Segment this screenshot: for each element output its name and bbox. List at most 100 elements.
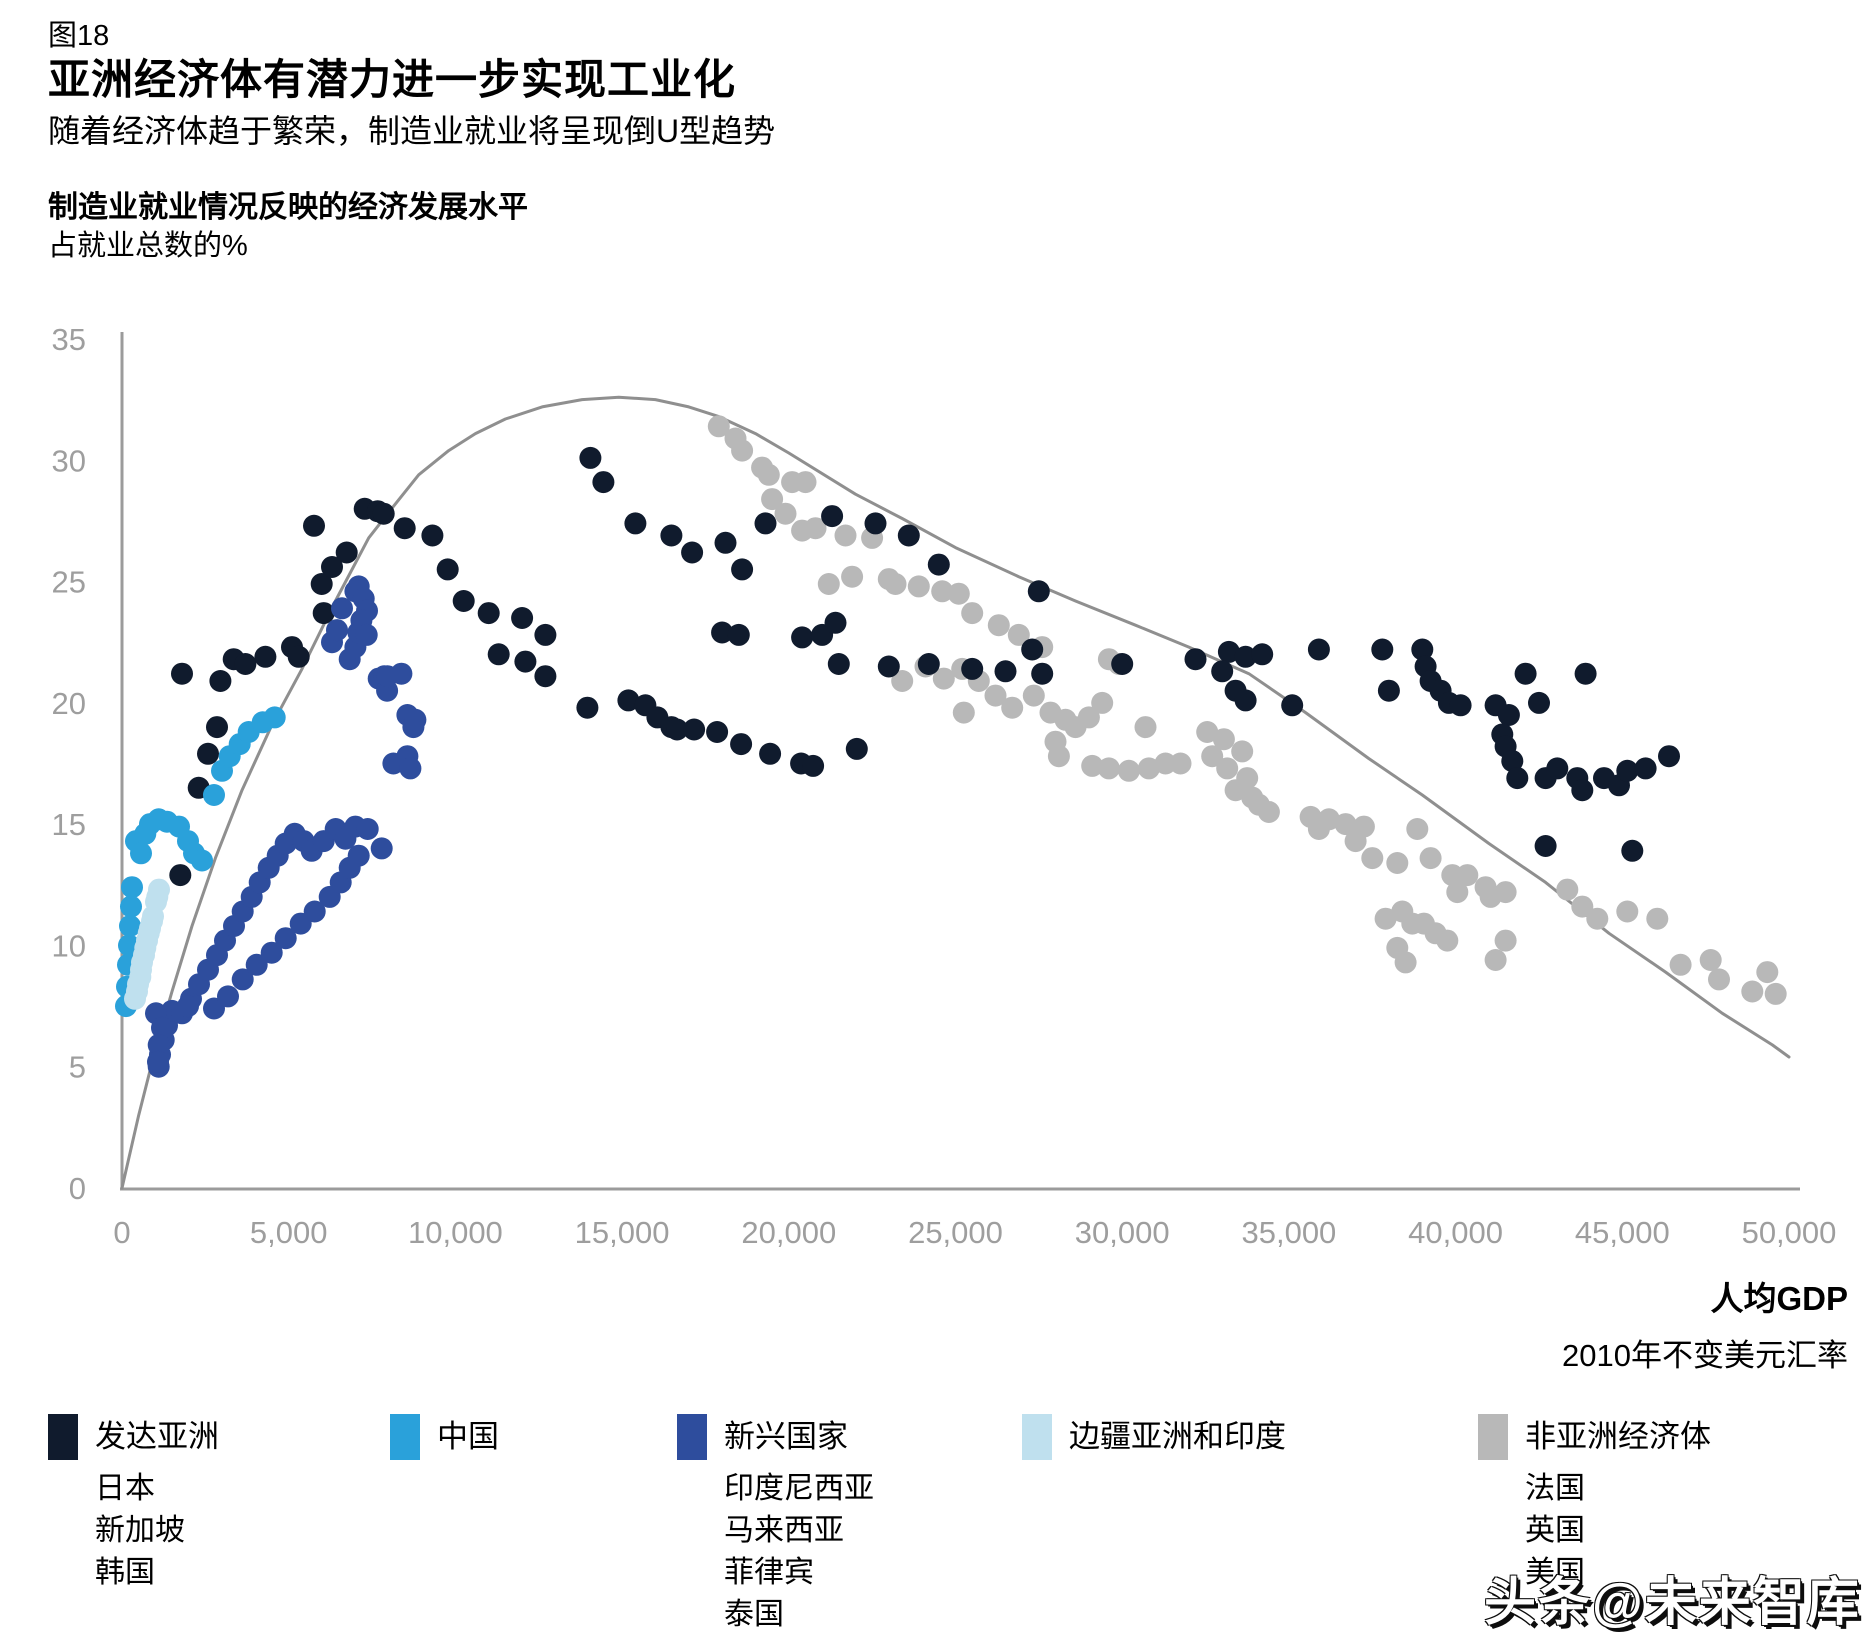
- data-point: [994, 660, 1017, 683]
- data-point: [1494, 881, 1517, 904]
- data-point: [1497, 704, 1520, 726]
- data-point: [757, 463, 780, 486]
- data-point: [1658, 745, 1680, 768]
- data-point: [987, 614, 1010, 637]
- data-point: [1201, 745, 1224, 768]
- data-point: [774, 502, 797, 525]
- data-point: [706, 721, 729, 743]
- data-point: [1534, 835, 1557, 857]
- data-point: [370, 837, 393, 860]
- data-point: [576, 696, 599, 719]
- y-tick-label: 20: [52, 686, 86, 721]
- data-point: [731, 439, 754, 462]
- data-point: [393, 517, 416, 540]
- data-point: [1506, 767, 1529, 790]
- legend-label: 边疆亚洲和印度: [1069, 1419, 1286, 1454]
- data-point: [1501, 750, 1524, 773]
- data-point: [1281, 694, 1304, 717]
- data-point: [260, 941, 283, 964]
- data-point: [1134, 716, 1157, 739]
- data-point: [1374, 907, 1397, 930]
- data-point: [884, 573, 907, 595]
- x-axis-caption-unit: 2010年不变美元汇率: [1562, 1338, 1848, 1373]
- legend-country: 韩国: [95, 1556, 155, 1589]
- x-tick-label: 45,000: [1575, 1215, 1670, 1250]
- data-point: [947, 582, 970, 605]
- data-point: [821, 505, 844, 528]
- data-point: [303, 514, 325, 537]
- data-point: [436, 558, 459, 581]
- data-point: [1169, 752, 1192, 775]
- legend-label: 新兴国家: [724, 1419, 848, 1454]
- y-tick-label: 15: [52, 807, 86, 842]
- data-point: [1307, 638, 1330, 661]
- data-point: [794, 471, 817, 494]
- data-point: [1446, 881, 1469, 904]
- data-point: [714, 531, 737, 554]
- legend-label: 发达亚洲: [95, 1419, 219, 1454]
- data-point: [727, 623, 750, 646]
- data-point: [1007, 623, 1030, 646]
- data-point: [487, 643, 510, 666]
- legend-item-frontier-asia-india: 边疆亚洲和印度: [1022, 1414, 1286, 1468]
- legend-swatch-non-asia: [1478, 1414, 1508, 1460]
- x-tick-label: 0: [113, 1215, 130, 1250]
- legend-country: 英国: [1525, 1514, 1585, 1547]
- data-point: [326, 619, 348, 642]
- data-point: [452, 590, 475, 612]
- data-point: [1621, 839, 1644, 862]
- data-point: [1556, 878, 1579, 901]
- data-point: [1456, 864, 1479, 887]
- data-point: [197, 742, 219, 765]
- data-point: [121, 876, 143, 899]
- data-point: [1514, 662, 1537, 685]
- series-emerging: [145, 575, 427, 1078]
- data-point: [984, 684, 1007, 707]
- y-tick-label: 0: [69, 1171, 86, 1206]
- data-point: [1031, 662, 1054, 685]
- data-point: [961, 657, 984, 680]
- x-tick-label: 5,000: [250, 1215, 328, 1250]
- data-point: [1699, 949, 1722, 971]
- data-point: [1212, 728, 1235, 751]
- y-tick-label: 25: [52, 565, 86, 600]
- chart-title: 制造业就业情况反映的经济发展水平: [48, 191, 528, 224]
- data-point: [231, 968, 254, 991]
- data-point: [1371, 638, 1394, 661]
- x-tick-label: 20,000: [741, 1215, 836, 1250]
- data-point: [303, 900, 326, 923]
- data-point: [399, 757, 422, 780]
- data-point: [1394, 951, 1417, 974]
- data-point: [1257, 801, 1280, 823]
- data-point: [206, 716, 228, 739]
- x-tick-label: 40,000: [1408, 1215, 1503, 1250]
- data-point: [203, 784, 225, 806]
- x-tick-label: 25,000: [908, 1215, 1003, 1250]
- legend-item-developed-asia: 发达亚洲 日本 新加坡 韩国: [48, 1414, 219, 1594]
- data-point: [1616, 759, 1639, 782]
- data-point: [1021, 638, 1044, 661]
- data-point: [579, 446, 602, 469]
- data-point: [1574, 662, 1597, 685]
- y-tick-label: 30: [52, 443, 86, 478]
- data-point: [1234, 689, 1257, 712]
- data-point: [1419, 847, 1442, 870]
- legend-swatch-developed-asia: [48, 1414, 78, 1460]
- data-point: [1708, 968, 1730, 991]
- data-point: [534, 623, 557, 646]
- data-point: [730, 733, 753, 756]
- data-point: [891, 670, 914, 692]
- data-point: [347, 844, 370, 867]
- data-point: [1001, 696, 1024, 719]
- data-point: [759, 742, 782, 765]
- data-point: [514, 650, 537, 673]
- data-point: [1586, 907, 1609, 930]
- data-point: [1571, 895, 1594, 918]
- data-point: [1137, 757, 1160, 780]
- data-point: [147, 1050, 169, 1073]
- data-point: [683, 718, 706, 741]
- data-point: [321, 556, 343, 578]
- data-point: [681, 541, 704, 564]
- data-point: [617, 689, 640, 712]
- x-tick-label: 35,000: [1241, 1215, 1336, 1250]
